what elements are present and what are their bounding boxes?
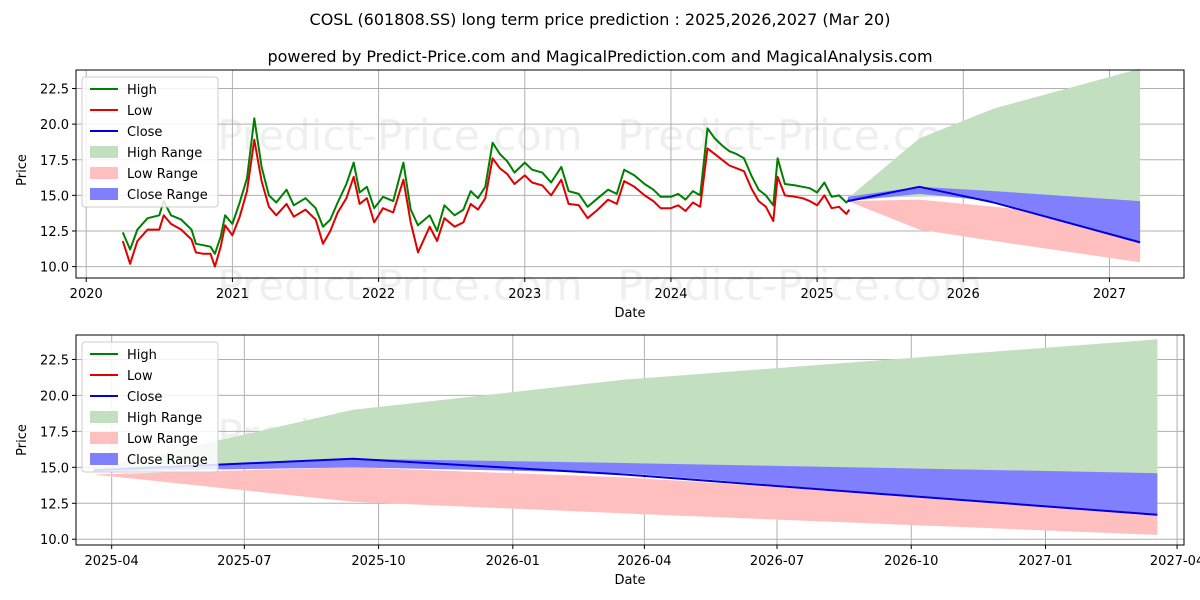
panel1-series-high-line [121, 117, 850, 255]
panel1-y-tick-label: 12.5 [40, 225, 69, 240]
panel1-x-tick-label: 2021 [216, 287, 249, 302]
panel1-x-tick-label: 2024 [654, 287, 687, 302]
panel2-series-high-range-band [93, 339, 1158, 474]
panel1-x-tick-label: 2026 [947, 287, 980, 302]
panel2-y-tick-label: 15.0 [40, 461, 69, 476]
panel2-x-tick-label: 2025-04 [85, 554, 139, 569]
panel2-y-tick-label: 22.5 [40, 353, 69, 368]
panel2-legend-label-high: High [127, 348, 157, 363]
panel2-legend-swatch-close-range [90, 453, 118, 465]
panel1-y-tick-label: 15.0 [40, 189, 69, 204]
panel2-legend-label-close-range: Close Range [127, 453, 208, 468]
panel1-watermark: Predict-Price.com [617, 261, 982, 310]
panel1-plot-group: Predict-Price.com Predict-Price.com Predic… [15, 68, 1185, 321]
panel1-x-tick-label: 2025 [801, 287, 834, 302]
panel2-x-tick-label: 2026-07 [750, 554, 804, 569]
panel2-y-axis-label: Price [15, 424, 30, 456]
panel2-x-tick-label: 2025-07 [217, 554, 271, 569]
panel1-legend: High Low Close High Range Low Range Close Ran… [81, 76, 219, 208]
panel1-legend-swatch-close-range [90, 188, 118, 200]
panel2-legend: High Low Close High Range Low Range Close Ran… [81, 341, 219, 473]
panel2-x-tick-label: 2027-04 [1150, 554, 1200, 569]
panel1-legend-label-high-range: High Range [127, 146, 202, 161]
panel2-x-tick-label: 2026-10 [884, 554, 938, 569]
panel2-x-tick-label: 2027-01 [1018, 554, 1072, 569]
panel2-legend-label-close: Close [127, 390, 162, 405]
panel1-series-high-range-band [847, 68, 1141, 202]
panel1-legend-label-low: Low [127, 104, 153, 119]
panel2-x-axis-label: Date [614, 573, 645, 588]
panel2-y-tick-label: 17.5 [40, 425, 69, 440]
panel2-x-tick-label: 2026-01 [486, 554, 540, 569]
panel1-x-tick-label: 2022 [362, 287, 395, 302]
panel1-y-tick-label: 10.0 [40, 261, 69, 276]
panel1-series-low-line [121, 138, 851, 268]
panel1-y-axis-label: Price [15, 154, 30, 186]
panel2-x-tick-label: 2025-10 [351, 554, 405, 569]
panel1-watermark: Predict-Price.com [217, 111, 582, 160]
panel2-y-tick-label: 10.0 [40, 533, 69, 548]
panel1-legend-label-close: Close [127, 125, 162, 140]
panel1-legend-swatch-low-range [90, 167, 118, 179]
panel1-y-tick-label: 17.5 [40, 154, 69, 169]
panel1-legend-label-low-range: Low Range [127, 167, 198, 182]
panel1-x-tick-label: 2023 [508, 287, 541, 302]
panel2-legend-label-high-range: High Range [127, 411, 202, 426]
panel2-legend-swatch-high-range [90, 411, 118, 423]
panel2-y-tick-label: 20.0 [40, 389, 69, 404]
panel1-legend-label-close-range: Close Range [127, 188, 208, 203]
panel2-legend-label-low: Low [127, 369, 153, 384]
panel2-series-close-line [93, 457, 1158, 516]
panel2-x-tick-label: 2026-04 [617, 554, 671, 569]
panel2-series-low-range-band [93, 467, 1158, 535]
panel1-legend-swatch-high-range [90, 146, 118, 158]
panel1-y-tick-label: 22.5 [40, 83, 69, 98]
panel1-plot-frame [75, 69, 1185, 279]
panel2-plot-frame [75, 334, 1185, 546]
panel1-y-tick-label: 20.0 [40, 118, 69, 133]
panel1-legend-label-high: High [127, 83, 157, 98]
panel2-legend-label-low-range: Low Range [127, 432, 198, 447]
panel1-x-tick-label: 2027 [1093, 287, 1126, 302]
chart-subtitle: powered by Predict-Price.com and Magical… [267, 47, 932, 66]
panel1-x-tick-label: 2020 [70, 287, 103, 302]
panel2-legend-swatch-low-range [90, 432, 118, 444]
panel1-series-close-range-band [847, 186, 1141, 243]
panel1-watermark: Predict-Price.com [217, 261, 582, 310]
panel1-series-close-line [847, 185, 1141, 244]
panel2-plot-group: Predict-Price.comPredict-Price.com2025-0… [15, 334, 1200, 588]
panel2-y-tick-label: 12.5 [40, 497, 69, 512]
chart-title: COSL (601808.SS) long term price predict… [310, 10, 891, 29]
panel1-x-axis-label: Date [614, 306, 645, 321]
panel2-series-close-range-band [93, 458, 1158, 515]
